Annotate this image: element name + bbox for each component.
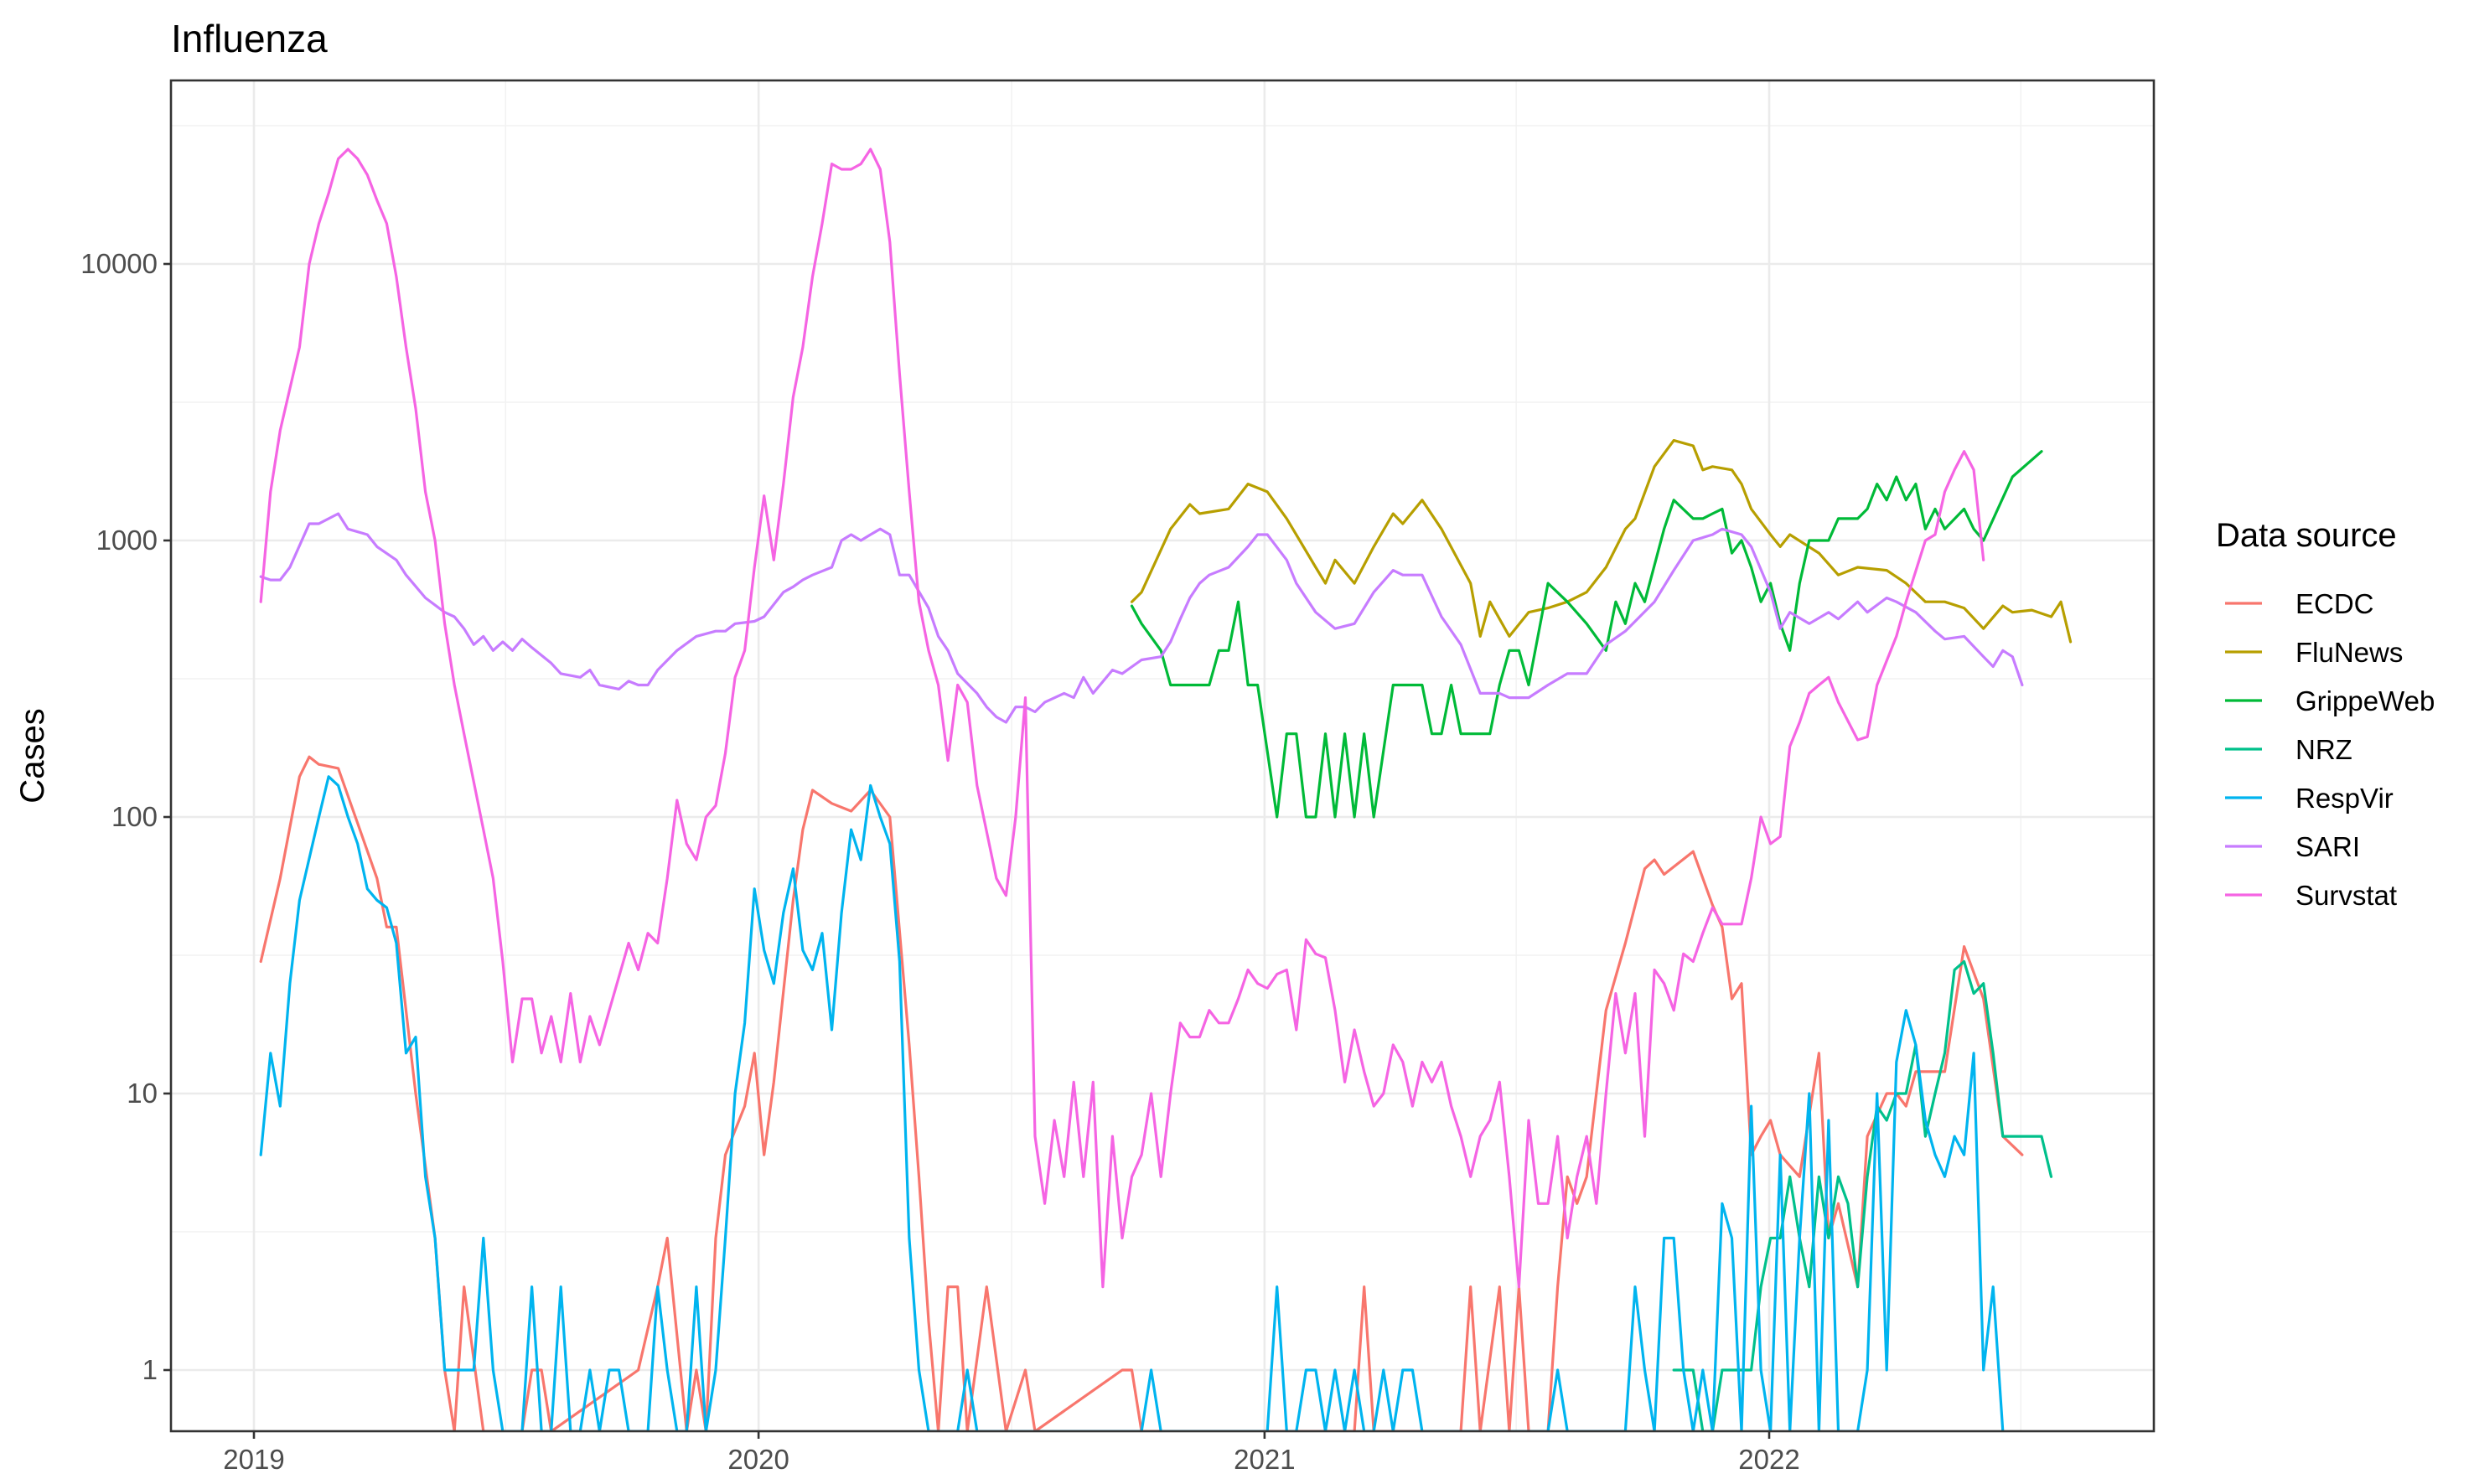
legend-label-respvir: RespVir (2295, 783, 2394, 814)
y-tick-label: 10 (127, 1078, 158, 1109)
legend-label-flunews: FluNews (2295, 637, 2403, 668)
x-tick-label: 2019 (223, 1444, 284, 1475)
series-line-ecdc (259, 755, 2024, 1431)
y-tick-label: 10000 (80, 248, 158, 279)
x-tick-label: 2021 (1234, 1444, 1295, 1475)
series-line-sari (259, 512, 2024, 724)
legend: Data source ECDC FluNews GrippeWeb NRZ RespV… (2216, 517, 2435, 911)
panel-border (169, 79, 2156, 1433)
legend-label-survstat: Survstat (2295, 880, 2397, 911)
legend-title: Data source (2216, 517, 2397, 554)
series-line-flunews (1130, 439, 2073, 644)
chart-title: Influenza (171, 17, 328, 60)
y-tick-label: 1000 (96, 525, 158, 556)
series-line-grippeweb (1130, 450, 2043, 819)
y-tick-label: 1 (142, 1354, 158, 1385)
x-tick-label: 2022 (1738, 1444, 1799, 1475)
legend-label-sari: SARI (2295, 831, 2360, 862)
axes: 1 10 100 1000 10000 2019 2020 2021 2022 (80, 248, 1799, 1475)
y-tick-label: 100 (111, 801, 158, 832)
legend-label-nrz: NRZ (2295, 734, 2352, 765)
x-tick-label: 2020 (727, 1444, 789, 1475)
legend-label-ecdc: ECDC (2295, 588, 2374, 619)
series-line-survstat (259, 147, 1985, 1289)
y-axis-title: Cases (14, 708, 51, 803)
series-line-nrz (1672, 959, 2053, 1431)
series-line-respvir (259, 775, 2005, 1431)
legend-label-grippeweb: GrippeWeb (2295, 685, 2435, 716)
series-lines (259, 147, 2073, 1431)
